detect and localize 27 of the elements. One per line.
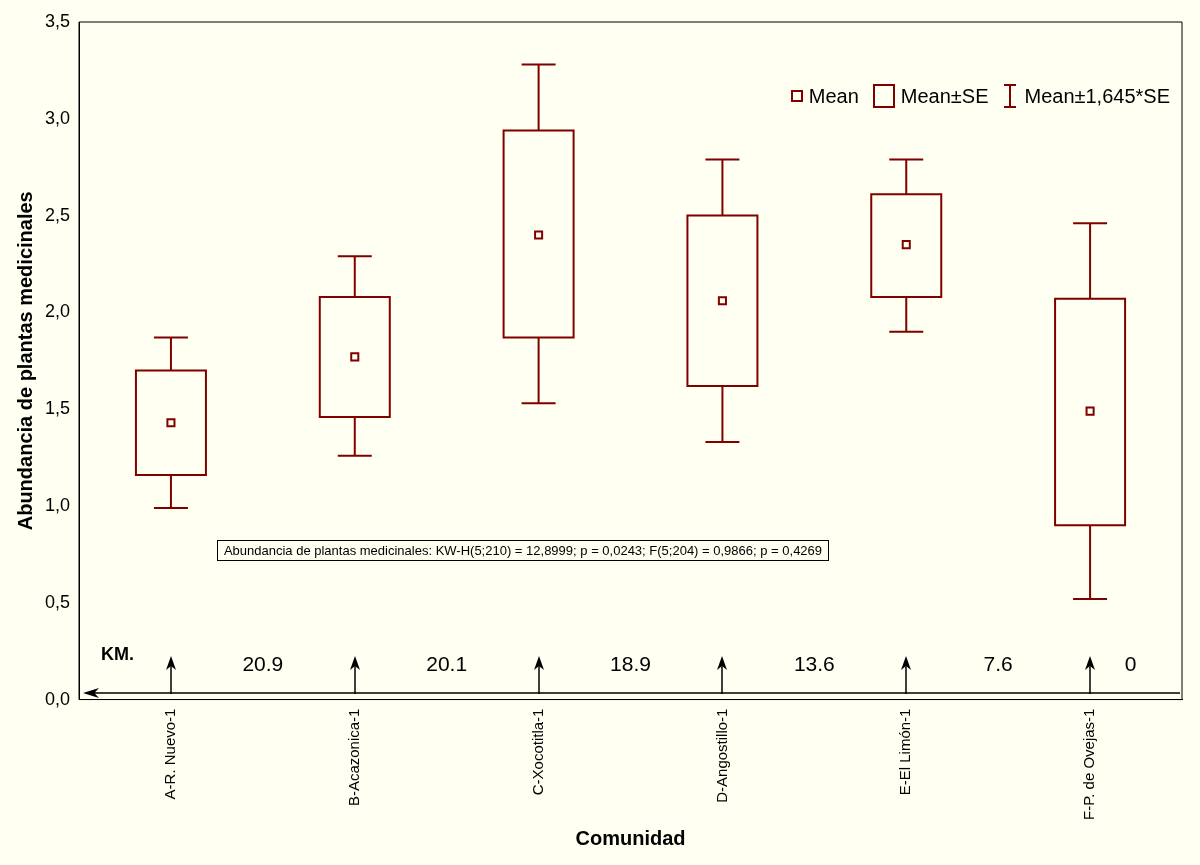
annotation: 7.6 [982, 651, 1014, 676]
y-tick-label: 1,0 [44, 494, 71, 515]
annotation: 18.9 [609, 651, 652, 676]
x-tick-label: D-Angostillo-1 [712, 708, 730, 803]
annotation: Mean±SE [900, 84, 989, 108]
x-tick-label: B-Acazonica-1 [344, 708, 362, 807]
annotation: Mean±1,645*SE [1024, 84, 1170, 108]
x-tick-label: E-El Limón-1 [896, 708, 914, 796]
x-axis-title: Comunidad [575, 826, 686, 849]
y-axis-title: Abundancia de plantas medicinales [13, 191, 36, 531]
y-tick-label: 2,5 [44, 204, 71, 225]
y-tick-label: 2,0 [44, 301, 71, 322]
y-tick-label: 1,5 [44, 398, 71, 419]
annotation: 0 [1123, 651, 1138, 676]
y-tick-label: 3,0 [44, 107, 71, 128]
annotation: 20.9 [241, 651, 285, 676]
annotation: 13.6 [792, 651, 836, 676]
annotation: KM. [101, 643, 135, 665]
annotation: Mean [808, 84, 859, 108]
y-tick-label: 3,5 [44, 10, 71, 31]
x-tick-label: A-R. Nuevo-1 [161, 708, 179, 800]
annotation: 20.1 [425, 651, 469, 676]
annotation: Abundancia de plantas medicinales: KW-H(5;210) = 12,8999; p = 0,0243; F(5;204) = 0,9866; p = 0,4269 [216, 540, 830, 562]
x-tick-label: F-P. de Ovejas-1 [1080, 708, 1098, 821]
y-tick-label: 0,0 [44, 688, 71, 709]
y-tick-label: 0,5 [44, 591, 71, 612]
x-tick-label: C-Xocotitla-1 [528, 708, 546, 796]
